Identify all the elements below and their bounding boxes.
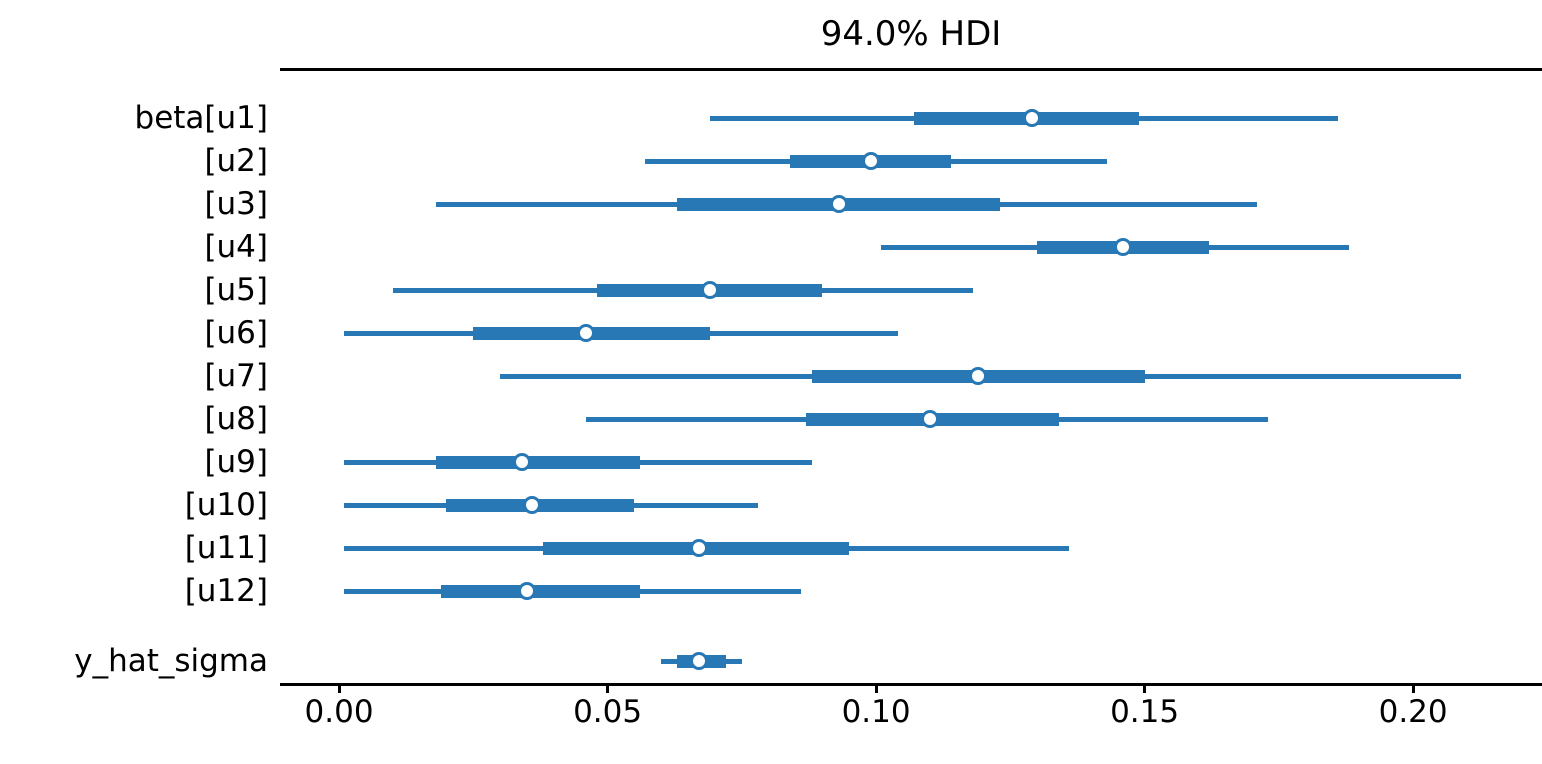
quartile-interval-line: [435, 456, 640, 469]
row-label-u6: [u6]: [204, 315, 268, 351]
median-marker: [577, 324, 596, 342]
median-marker: [969, 367, 988, 385]
median-marker: [1022, 109, 1041, 127]
x-tick: [1143, 684, 1147, 693]
median-marker: [523, 496, 542, 514]
row-label-u4: [u4]: [204, 229, 268, 265]
row-label-u2: [u2]: [204, 143, 268, 179]
plot-area: [280, 68, 1542, 686]
x-tick-label: 0.05: [573, 694, 643, 730]
row-label-betau1: beta[u1]: [134, 100, 268, 136]
x-tick: [337, 684, 341, 693]
row-label-u12: [u12]: [184, 573, 268, 609]
row-label-u10: [u10]: [184, 487, 268, 523]
row-label-u9: [u9]: [204, 444, 268, 480]
x-tick: [874, 684, 878, 693]
row-label-u3: [u3]: [204, 186, 268, 222]
median-marker: [689, 652, 708, 670]
median-marker: [689, 539, 708, 557]
median-marker: [920, 410, 939, 428]
row-label-u8: [u8]: [204, 401, 268, 437]
x-tick-label: 0.20: [1378, 694, 1448, 730]
row-label-yhatsigma: y_hat_sigma: [74, 643, 268, 679]
x-tick-label: 0.00: [304, 694, 374, 730]
quartile-interval-line: [441, 585, 640, 598]
median-marker: [518, 582, 537, 600]
x-tick-label: 0.15: [1110, 694, 1180, 730]
median-marker: [861, 152, 880, 170]
row-label-u5: [u5]: [204, 272, 268, 308]
median-marker: [700, 281, 719, 299]
median-marker: [512, 453, 531, 471]
row-label-u11: [u11]: [184, 530, 268, 566]
median-marker: [1114, 238, 1133, 256]
x-tick: [606, 684, 610, 693]
median-marker: [829, 195, 848, 213]
x-tick-label: 0.10: [841, 694, 911, 730]
chart-title: 94.0% HDI: [820, 14, 1002, 54]
row-label-u7: [u7]: [204, 358, 268, 394]
x-tick: [1411, 684, 1415, 693]
